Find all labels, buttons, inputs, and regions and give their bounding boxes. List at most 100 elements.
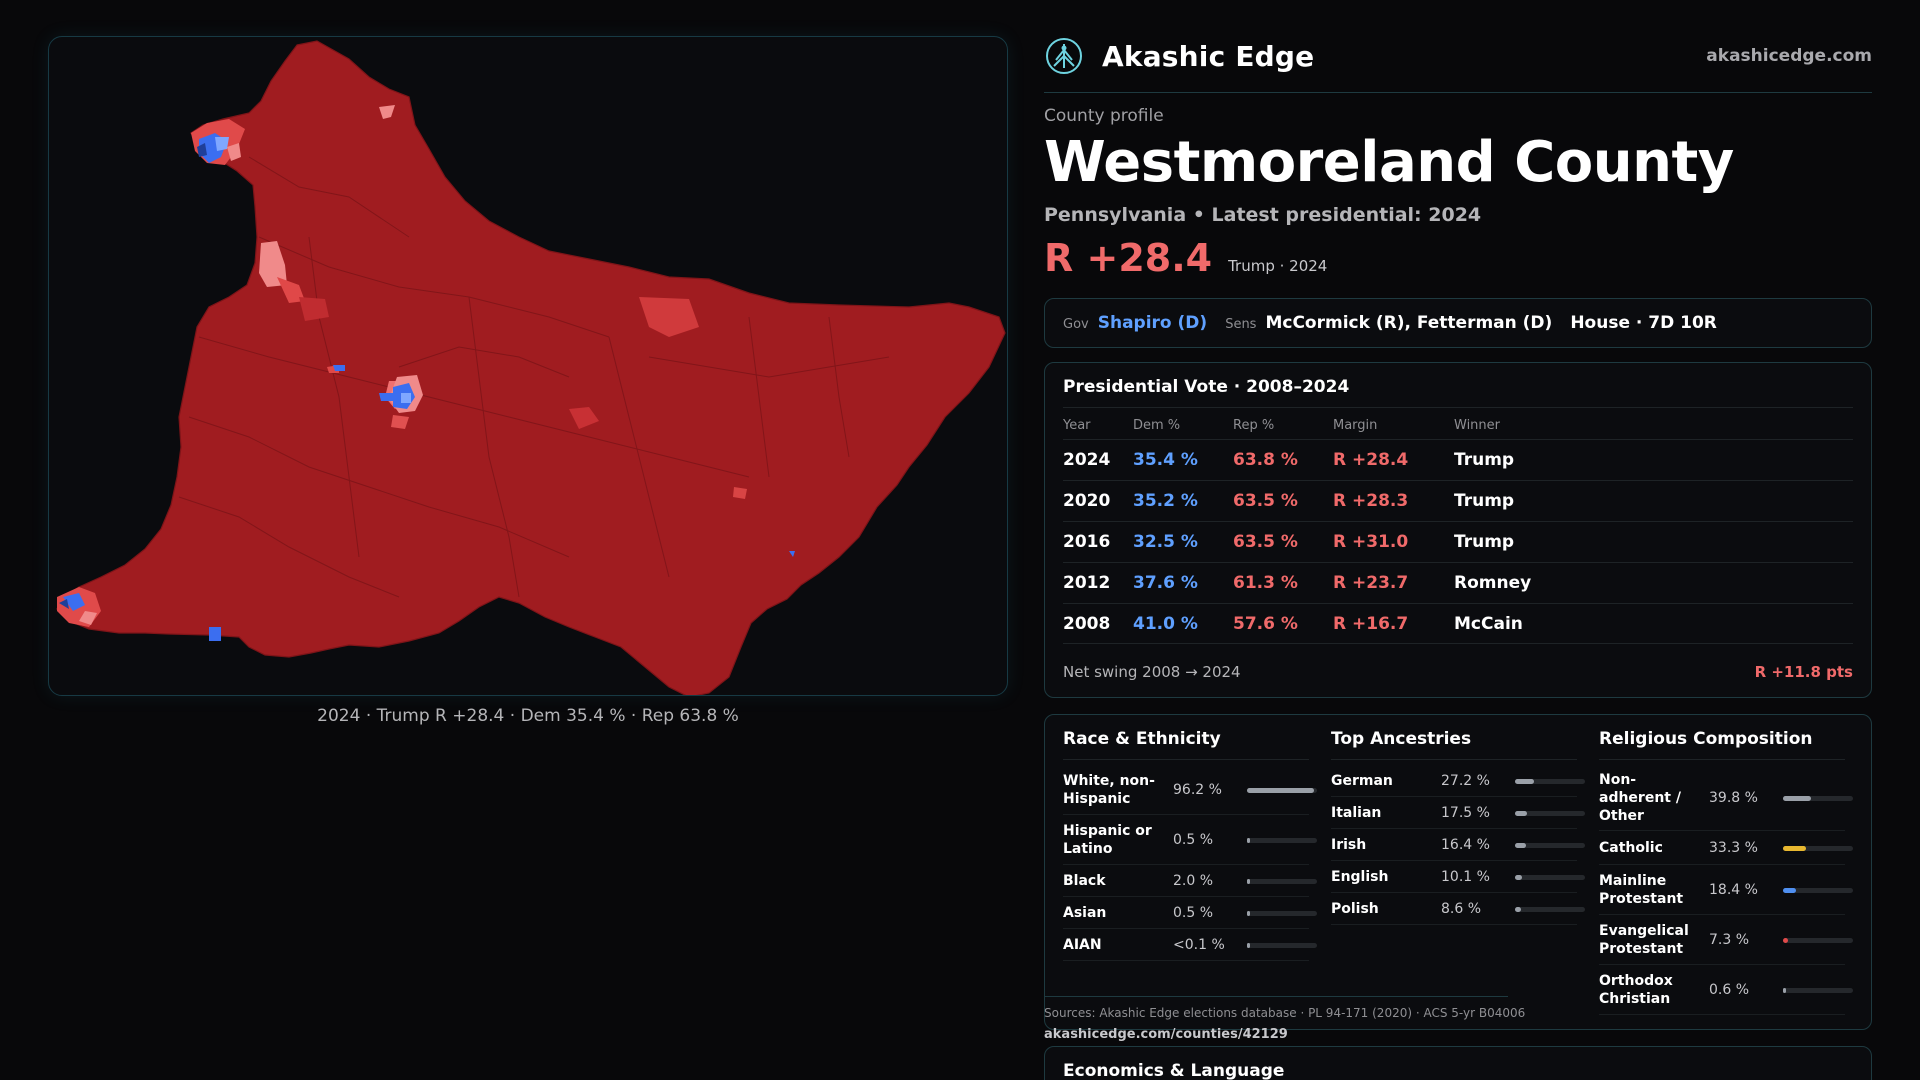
row-year: 2008: [1063, 613, 1111, 634]
net-swing-value: R +11.8 pts: [1754, 663, 1853, 681]
section-divider: [1331, 759, 1577, 760]
item-name: Asian: [1063, 904, 1107, 921]
sources-url-link[interactable]: akashicedge.com/counties/42129: [1044, 1027, 1288, 1042]
item-percent: 17.5 %: [1441, 804, 1490, 821]
county-shape[interactable]: [56, 40, 1006, 696]
map-caption: 2024 · Trump R +28.4 · Dem 35.4 % · Rep …: [317, 706, 739, 726]
margin-summary: R +28.4 Trump · 2024: [1044, 236, 1327, 280]
precincts-nw-city: [191, 119, 245, 165]
list-item: Black 2.0 %: [1063, 865, 1317, 897]
sens-value: McCormick (R), Fetterman (D): [1265, 313, 1553, 333]
col-header-dem: Dem %: [1133, 417, 1181, 433]
township-borders: [178, 156, 890, 598]
item-bar-fill: [1247, 911, 1250, 916]
item-bar-fill: [1247, 788, 1315, 793]
item-bar: [1247, 943, 1317, 948]
item-name: Polish: [1331, 900, 1379, 917]
table-row[interactable]: 2024 35.4 % 63.8 % R +28.4 Trump: [1063, 439, 1853, 480]
item-name: AIAN: [1063, 936, 1102, 953]
row-rep: 63.5 %: [1233, 491, 1298, 511]
list-item: German 27.2 %: [1331, 765, 1585, 797]
item-bar: [1783, 796, 1853, 801]
list-item: English 10.1 %: [1331, 861, 1585, 893]
page-title: Westmoreland County: [1044, 130, 1734, 195]
gov-label: Gov: [1063, 317, 1089, 332]
gov-value: Shapiro (D): [1097, 313, 1208, 333]
item-name: Orthodox Christian: [1599, 972, 1673, 1007]
item-name: English: [1331, 868, 1389, 885]
item-bar-fill: [1247, 943, 1250, 948]
list-item: Evangelical Protestant 7.3 %: [1599, 915, 1853, 965]
col-header-winner: Winner: [1454, 417, 1501, 433]
row-dem: 32.5 %: [1133, 532, 1198, 552]
list-item: Asian 0.5 %: [1063, 897, 1317, 929]
row-winner: Trump: [1454, 450, 1515, 470]
row-dem: 37.6 %: [1133, 573, 1198, 593]
row-year: 2016: [1063, 532, 1111, 552]
margin-value: R +28.4: [1044, 236, 1213, 280]
item-percent: 39.8 %: [1709, 789, 1758, 806]
brand[interactable]: Akashic Edge: [1044, 34, 1314, 78]
item-percent: 10.1 %: [1441, 868, 1490, 885]
row-dem: 41.0 %: [1133, 613, 1198, 634]
item-percent: 16.4 %: [1441, 836, 1490, 853]
row-margin: R +23.7: [1333, 573, 1409, 593]
top-ancestries-title: Top Ancestries: [1331, 729, 1472, 749]
item-bar-fill: [1783, 988, 1786, 993]
item-bar: [1515, 875, 1585, 880]
row-winner: Trump: [1454, 532, 1515, 552]
item-bar: [1783, 988, 1853, 993]
item-name: Evangelical Protestant: [1599, 922, 1689, 957]
presidential-vote-title: Presidential Vote · 2008–2024: [1063, 377, 1350, 397]
economics-title: Economics & Language: [1063, 1061, 1285, 1080]
section-divider: [1599, 759, 1845, 760]
item-percent: 0.5 %: [1173, 904, 1214, 921]
item-bar-fill: [1247, 879, 1250, 884]
item-bar-fill: [1515, 875, 1523, 880]
item-name: Hispanic or Latino: [1063, 822, 1152, 857]
race-ethnicity-title: Race & Ethnicity: [1063, 729, 1221, 749]
item-bar: [1247, 879, 1317, 884]
header-divider: [1044, 92, 1872, 93]
tree-emblem-icon: [1046, 38, 1082, 74]
item-percent: <0.1 %: [1173, 936, 1225, 953]
religious-composition-title: Religious Composition: [1599, 729, 1813, 749]
list-item: White, non-Hispanic 96.2 %: [1063, 765, 1317, 815]
item-name: Black: [1063, 872, 1106, 889]
item-percent: 8.6 %: [1441, 900, 1482, 917]
list-item: AIAN <0.1 %: [1063, 929, 1317, 961]
margin-note: Trump · 2024: [1228, 257, 1328, 275]
row-winner: Romney: [1454, 573, 1532, 593]
item-bar-fill: [1783, 888, 1796, 893]
brand-name: Akashic Edge: [1102, 39, 1315, 73]
table-row[interactable]: 2012 37.6 % 61.3 % R +23.7 Romney: [1063, 562, 1853, 603]
row-dem: 35.4 %: [1133, 450, 1198, 470]
item-bar-fill: [1783, 846, 1807, 851]
precincts-sw-city: [57, 551, 795, 641]
profile-subline: Pennsylvania • Latest presidential: 2024: [1044, 204, 1482, 226]
sources-text: Sources: Akashic Edge elections database…: [1044, 1006, 1526, 1020]
item-name: Irish: [1331, 836, 1367, 853]
list-item: Non-adherent / Other 39.8 %: [1599, 765, 1853, 831]
item-percent: 33.3 %: [1709, 839, 1758, 856]
item-bar-fill: [1515, 811, 1528, 816]
row-rep: 57.6 %: [1233, 613, 1298, 634]
county-map[interactable]: [48, 36, 1008, 696]
row-margin: R +28.3: [1333, 491, 1409, 511]
row-margin: R +16.7: [1333, 613, 1409, 634]
row-year: 2024: [1063, 450, 1111, 470]
list-item: Mainline Protestant 18.4 %: [1599, 865, 1853, 915]
item-bar: [1783, 888, 1853, 893]
section-divider: [1063, 759, 1309, 760]
brand-url-link[interactable]: akashicedge.com: [1706, 46, 1872, 66]
table-row[interactable]: 2016 32.5 % 63.5 % R +31.0 Trump: [1063, 521, 1853, 562]
presidential-vote-card: Presidential Vote · 2008–2024 Year Dem %…: [1044, 362, 1872, 698]
table-row[interactable]: 2020 35.2 % 63.5 % R +28.3 Trump: [1063, 480, 1853, 521]
item-bar: [1515, 843, 1585, 848]
row-year: 2012: [1063, 573, 1111, 593]
table-row[interactable]: 2008 41.0 % 57.6 % R +16.7 McCain: [1063, 603, 1853, 644]
item-bar: [1515, 779, 1585, 784]
item-percent: 0.5 %: [1173, 831, 1214, 848]
row-winner: McCain: [1454, 613, 1523, 634]
col-header-year: Year: [1063, 417, 1091, 433]
